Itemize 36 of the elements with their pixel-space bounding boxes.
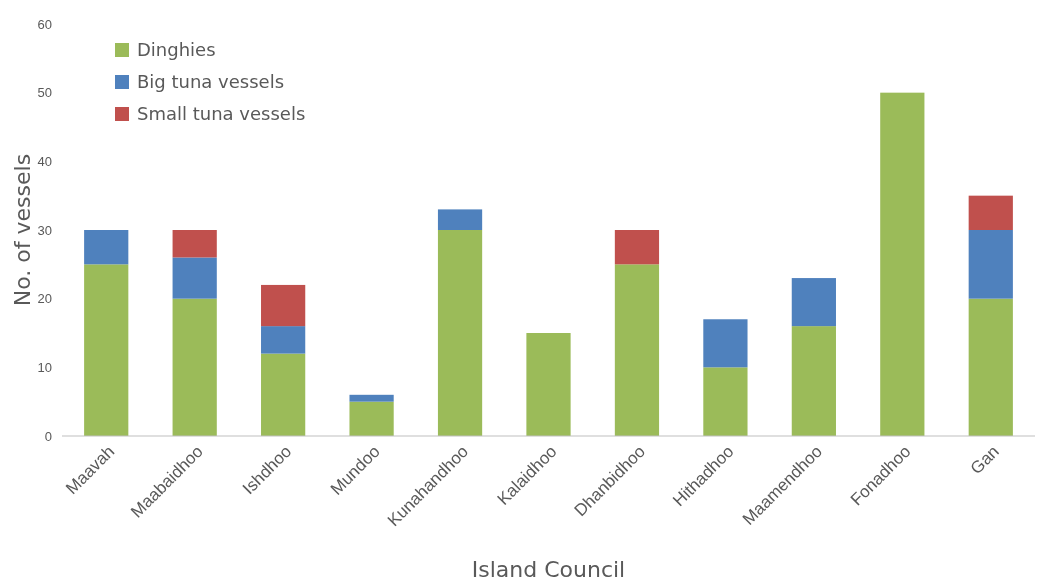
y-tick-label: 40 xyxy=(37,153,52,169)
bar xyxy=(172,257,217,299)
bar xyxy=(614,264,660,436)
x-tick-label: Gan xyxy=(966,441,1003,479)
bar xyxy=(437,230,483,436)
bar xyxy=(880,92,925,436)
bar xyxy=(172,230,217,258)
bar xyxy=(526,333,571,436)
y-tick-label: 50 xyxy=(37,85,52,101)
y-tick-label: 60 xyxy=(37,16,52,32)
bar xyxy=(614,230,660,265)
y-axis-title: No. of vessels xyxy=(10,153,35,307)
bar xyxy=(349,401,394,436)
bar xyxy=(261,326,306,354)
y-tick-label: 10 xyxy=(37,359,52,375)
bar xyxy=(172,298,217,436)
legend-label: Big tuna vessels xyxy=(137,71,285,93)
y-tick-label: 0 xyxy=(44,428,52,444)
y-tick-label: 30 xyxy=(37,222,52,238)
bar xyxy=(791,278,836,327)
legend-label: Dinghies xyxy=(137,39,216,61)
bar xyxy=(703,367,748,436)
bar xyxy=(261,353,306,436)
bar xyxy=(791,326,836,436)
bar xyxy=(968,230,1013,299)
bar xyxy=(261,284,306,327)
bar xyxy=(703,319,748,368)
bar xyxy=(968,298,1013,436)
bar xyxy=(84,264,129,436)
bar xyxy=(84,230,129,265)
bar xyxy=(968,195,1013,230)
legend-label: Small tuna vessels xyxy=(137,103,306,125)
bar xyxy=(437,209,483,230)
y-tick-label: 20 xyxy=(37,291,52,307)
x-axis-title: Island Council xyxy=(471,557,626,581)
bar xyxy=(349,394,394,402)
